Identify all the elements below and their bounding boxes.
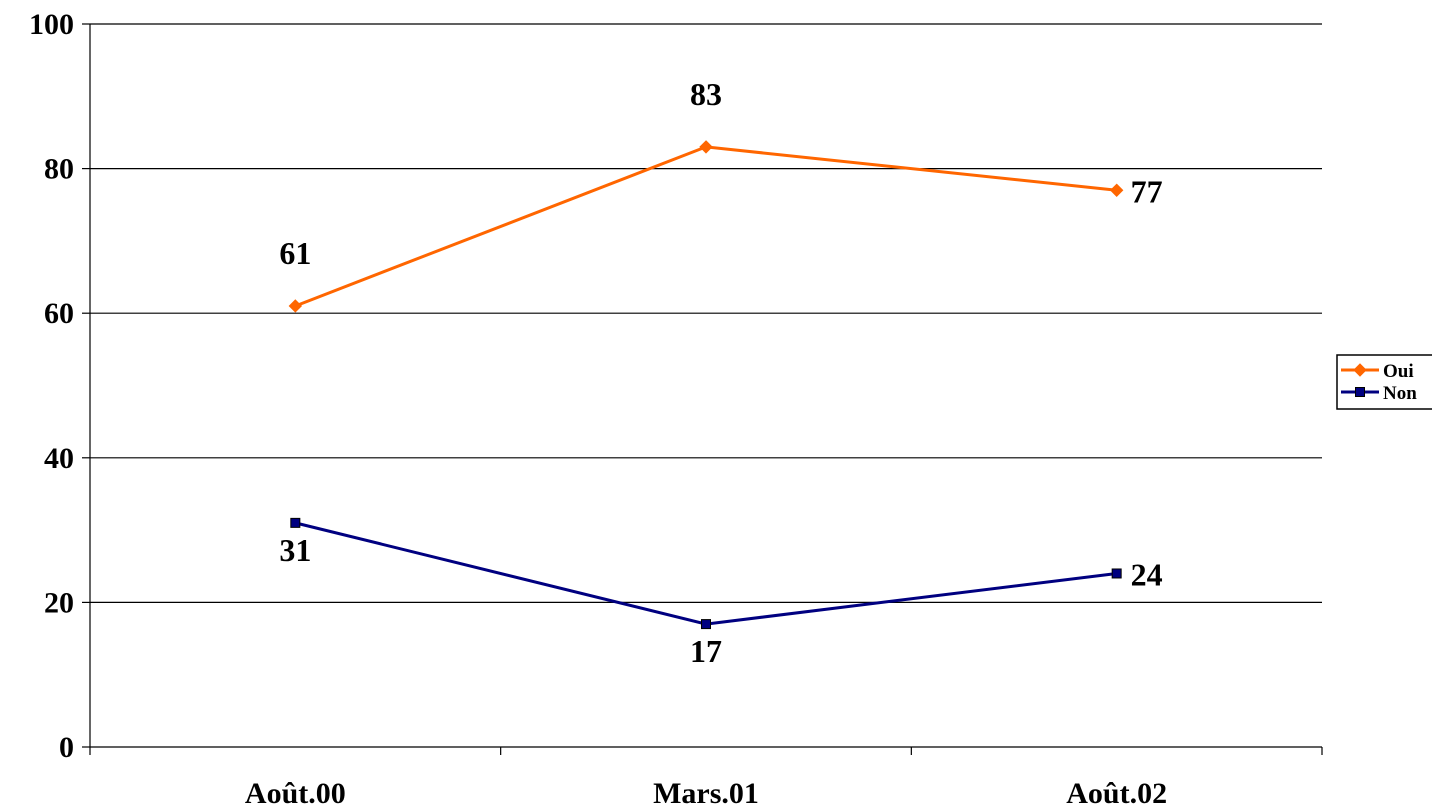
series-non-point <box>701 619 711 630</box>
y-tick-label: 80 <box>44 153 74 186</box>
series-non-data-label: 17 <box>690 633 722 669</box>
y-tick-label: 0 <box>59 731 74 764</box>
series-non-point <box>290 517 301 528</box>
legend-box <box>1336 354 1432 410</box>
gridlines <box>90 23 1322 604</box>
axes <box>89 24 1322 748</box>
data-labels: 61 83 77 31 17 24 <box>279 76 1162 669</box>
series-oui-point <box>1109 183 1124 197</box>
legend-item-non-marker <box>1355 387 1365 397</box>
series-non-point <box>1111 568 1122 579</box>
x-tick-label: Août.00 <box>245 777 346 810</box>
series-oui-point <box>288 299 303 313</box>
x-tick-label: Août.02 <box>1066 777 1167 810</box>
y-tick-label: 60 <box>44 297 74 330</box>
y-tick-label: 20 <box>44 586 74 619</box>
series-non-line <box>294 521 1117 626</box>
y-tick-label: 40 <box>44 442 74 475</box>
y-tick-label: 100 <box>29 8 74 41</box>
legend-item-oui-label: Oui <box>1383 361 1414 382</box>
x-tick-label: Mars.01 <box>653 777 759 810</box>
series-oui-data-label: 77 <box>1131 173 1163 209</box>
series-oui-line <box>294 145 1117 308</box>
series-non-data-label: 24 <box>1131 556 1163 592</box>
series-group <box>288 140 1124 630</box>
series-non-data-label: 31 <box>279 532 311 568</box>
x-axis-ticks: Août.00 Mars.01 Août.02 <box>89 747 1323 810</box>
series-oui-data-label: 83 <box>690 76 722 112</box>
series-oui-point <box>699 140 713 154</box>
legend-item-non-label: Non <box>1383 383 1417 404</box>
series-oui-data-label: 61 <box>279 235 311 271</box>
y-axis-ticks: 0 20 40 60 80 100 <box>29 8 90 764</box>
legend-item-oui-marker <box>1353 363 1367 377</box>
